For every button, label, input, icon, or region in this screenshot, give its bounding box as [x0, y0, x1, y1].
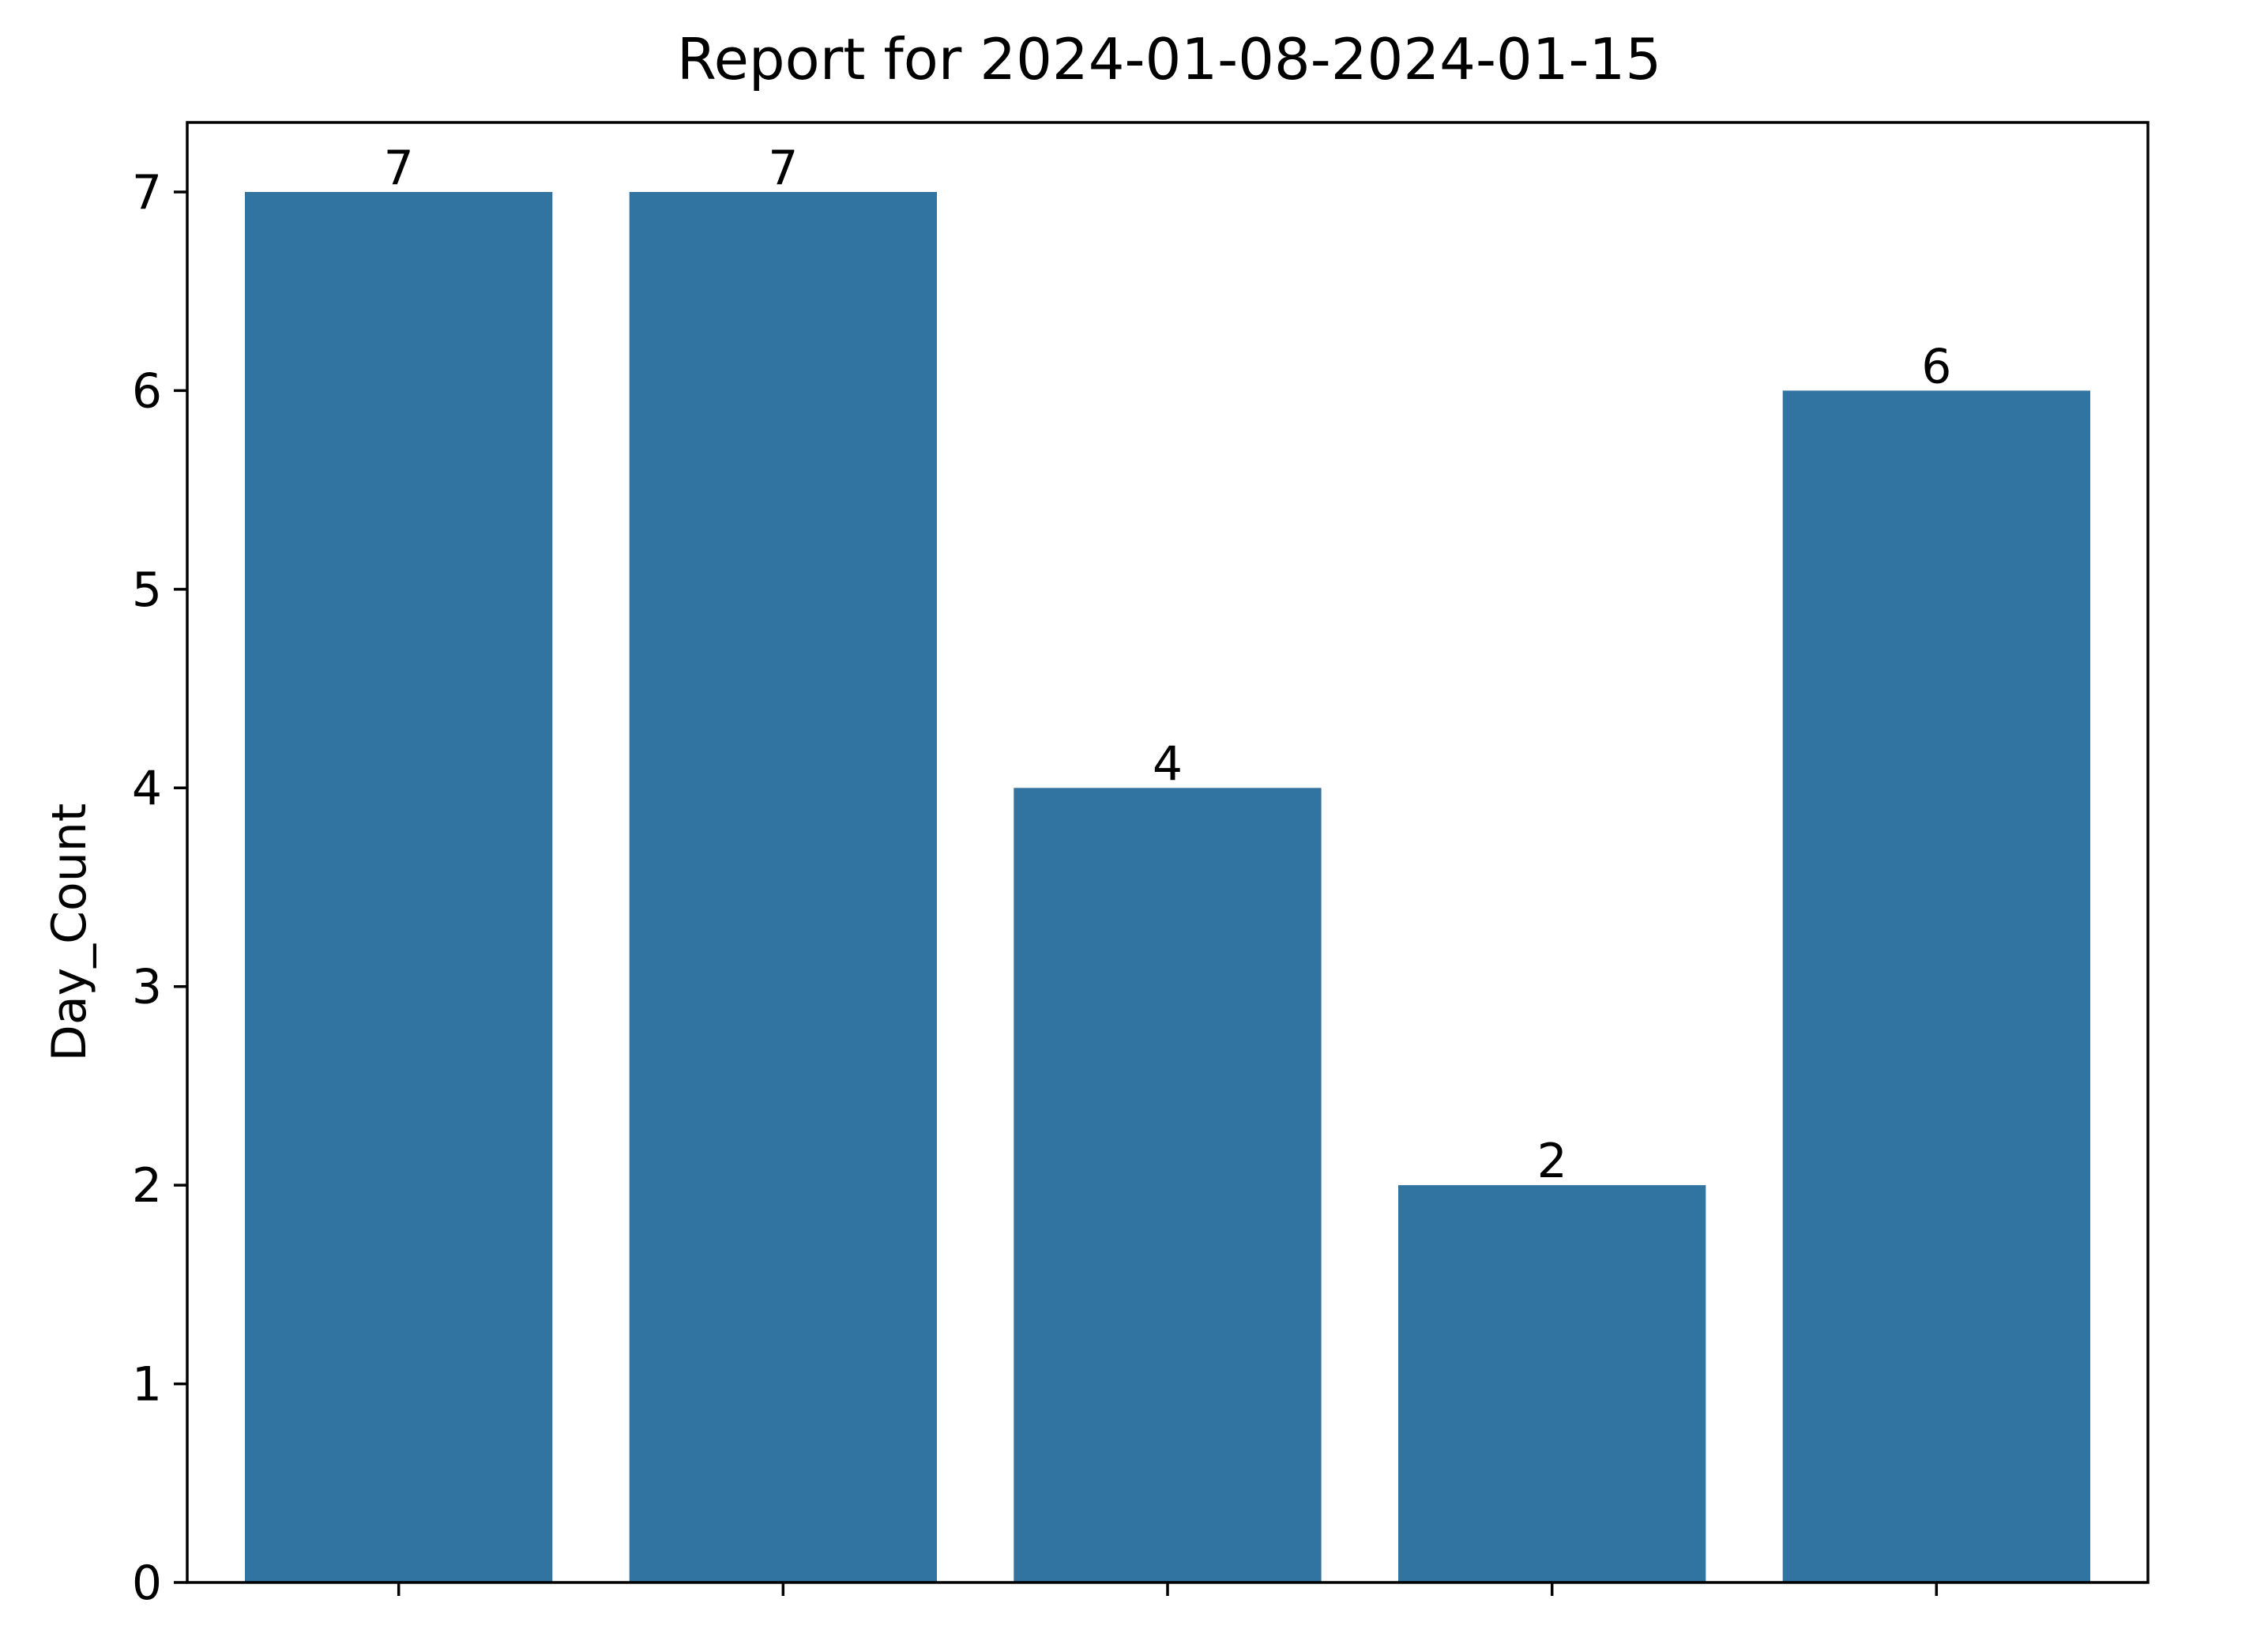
x-axis-ticks: [397, 1582, 1939, 1596]
bar-value-label-2: 7: [768, 141, 798, 196]
y-axis-label: Day_Count: [42, 803, 97, 1062]
y-axis-ticks: 0 1 2 3 4 5 6 7: [132, 165, 187, 1611]
y-tick-label-6: 6: [132, 363, 162, 419]
bar-value-label-5: 6: [1921, 339, 1951, 394]
y-tick-label-2: 2: [132, 1158, 162, 1214]
bar-5: [1782, 390, 2090, 1582]
bar-4: [1398, 1185, 1706, 1582]
plot-frame: [186, 121, 2150, 1584]
y-tick-label-3: 3: [132, 960, 162, 1015]
chart-title: Report for 2024-01-08-2024-01-15: [677, 26, 1661, 92]
bar-3: [1014, 788, 1322, 1582]
y-tick-label-0: 0: [132, 1556, 162, 1611]
y-tick-label-4: 4: [132, 761, 162, 816]
bars-group: [245, 192, 2090, 1582]
bar-value-label-4: 2: [1537, 1134, 1567, 1189]
y-tick-label-7: 7: [132, 165, 162, 220]
y-tick-label-1: 1: [132, 1357, 162, 1413]
bar-1: [245, 192, 553, 1582]
bar-labels-group: 7 7 4 2 6: [384, 141, 1952, 1189]
bar-value-label-1: 7: [384, 141, 414, 196]
y-tick-label-5: 5: [132, 563, 162, 618]
bar-2: [629, 192, 937, 1582]
bar-value-label-3: 4: [1153, 736, 1183, 792]
